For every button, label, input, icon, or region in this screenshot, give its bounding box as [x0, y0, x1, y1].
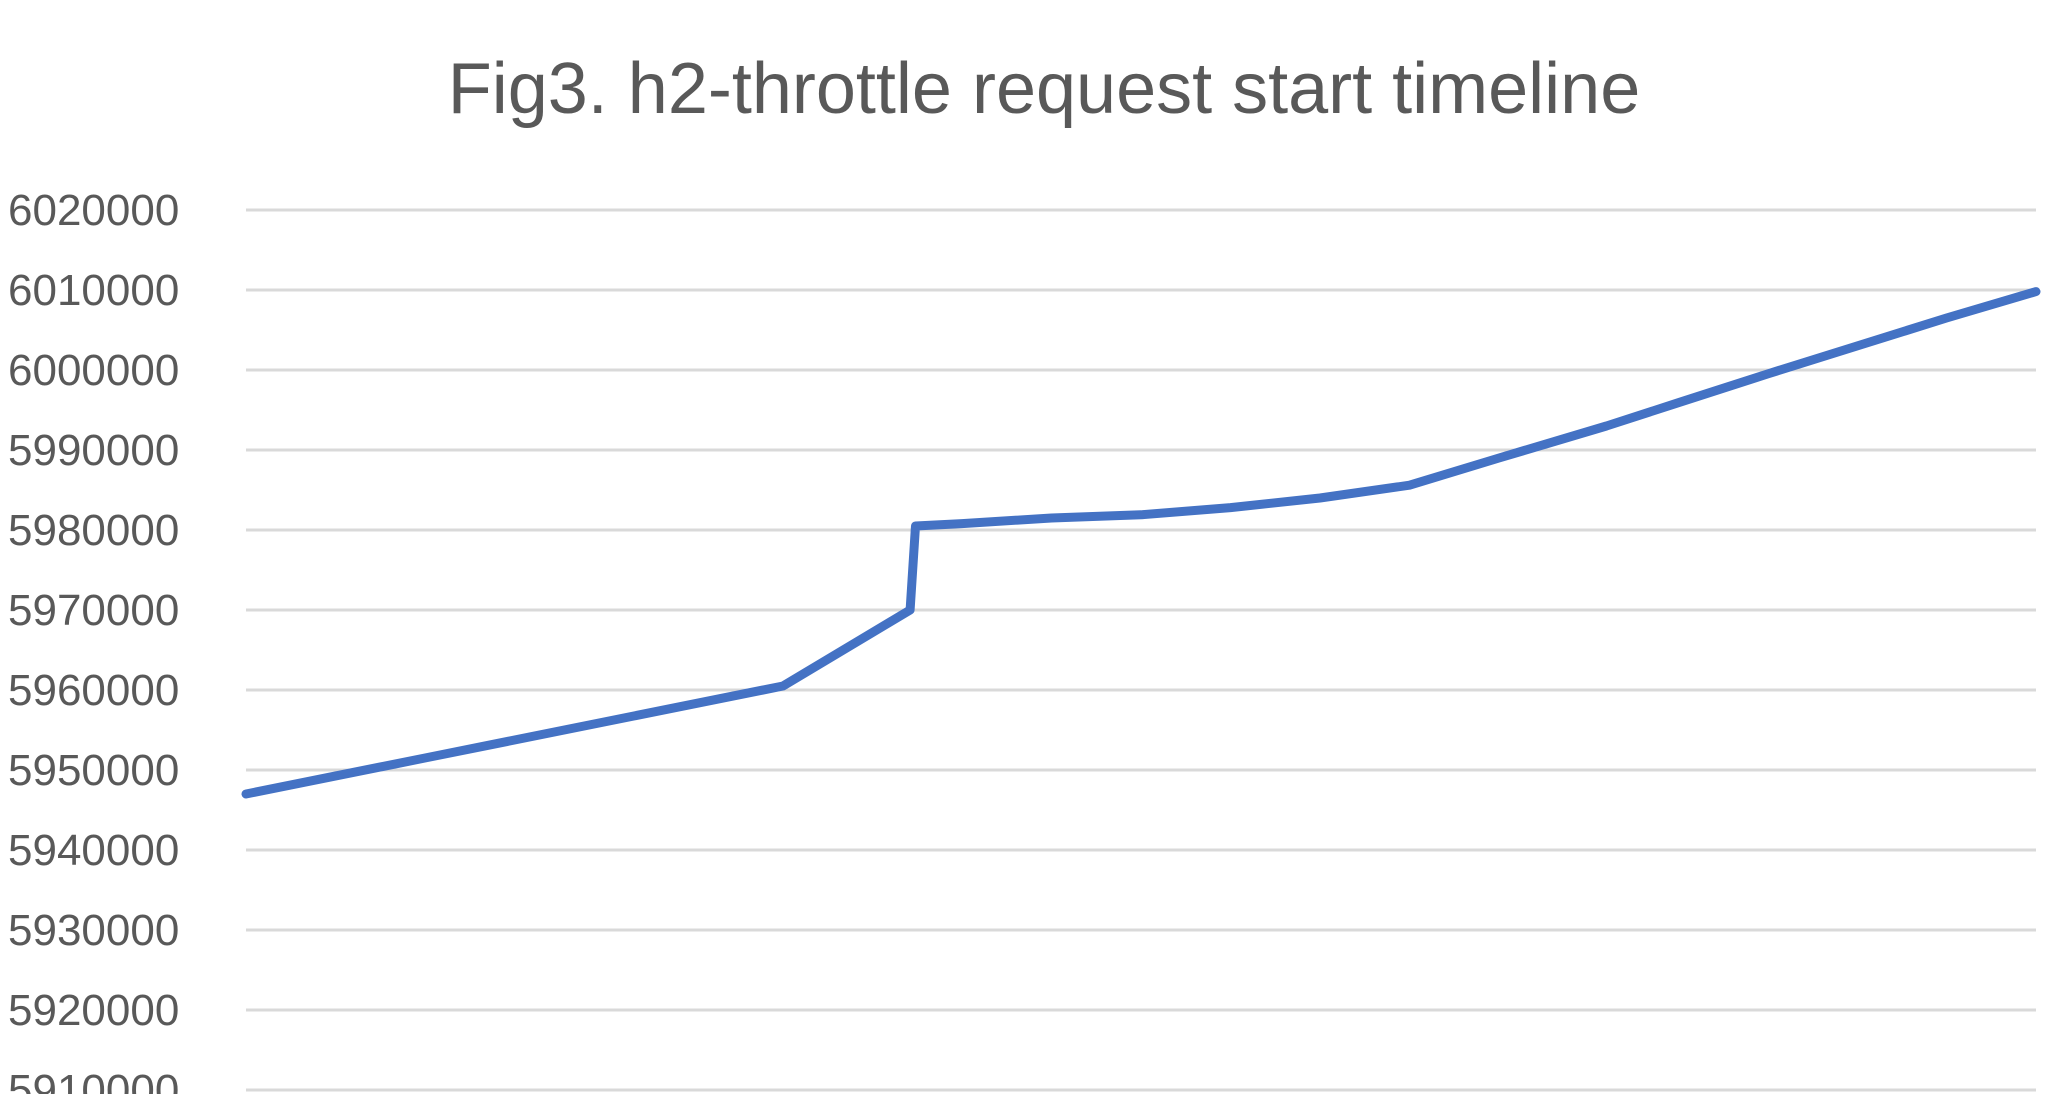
y-tick-label-6010000: 6010000 [8, 266, 179, 315]
y-tick-label-5990000: 5990000 [8, 426, 179, 475]
y-axis-tick-labels: 6020000 6010000 6000000 5990000 5980000 59700… [8, 186, 179, 1094]
y-tick-label-6000000: 6000000 [8, 346, 179, 395]
y-tick-label-5950000: 5950000 [8, 746, 179, 795]
y-tick-label-5960000: 5960000 [8, 666, 179, 715]
y-tick-label-5930000: 5930000 [8, 906, 179, 955]
gridlines [246, 208, 2036, 1092]
y-tick-label-5980000: 5980000 [8, 506, 179, 555]
y-tick-label-5910000: 5910000 [8, 1066, 179, 1094]
y-tick-label-5970000: 5970000 [8, 586, 179, 635]
series-lines [241, 287, 2041, 799]
y-tick-label-5920000: 5920000 [8, 986, 179, 1035]
series-line-0 [241, 287, 2041, 799]
y-tick-label-5940000: 5940000 [8, 826, 179, 875]
chart-title: Fig3. h2-throttle request start timeline [448, 49, 1641, 129]
y-tick-label-6020000: 6020000 [8, 186, 179, 235]
